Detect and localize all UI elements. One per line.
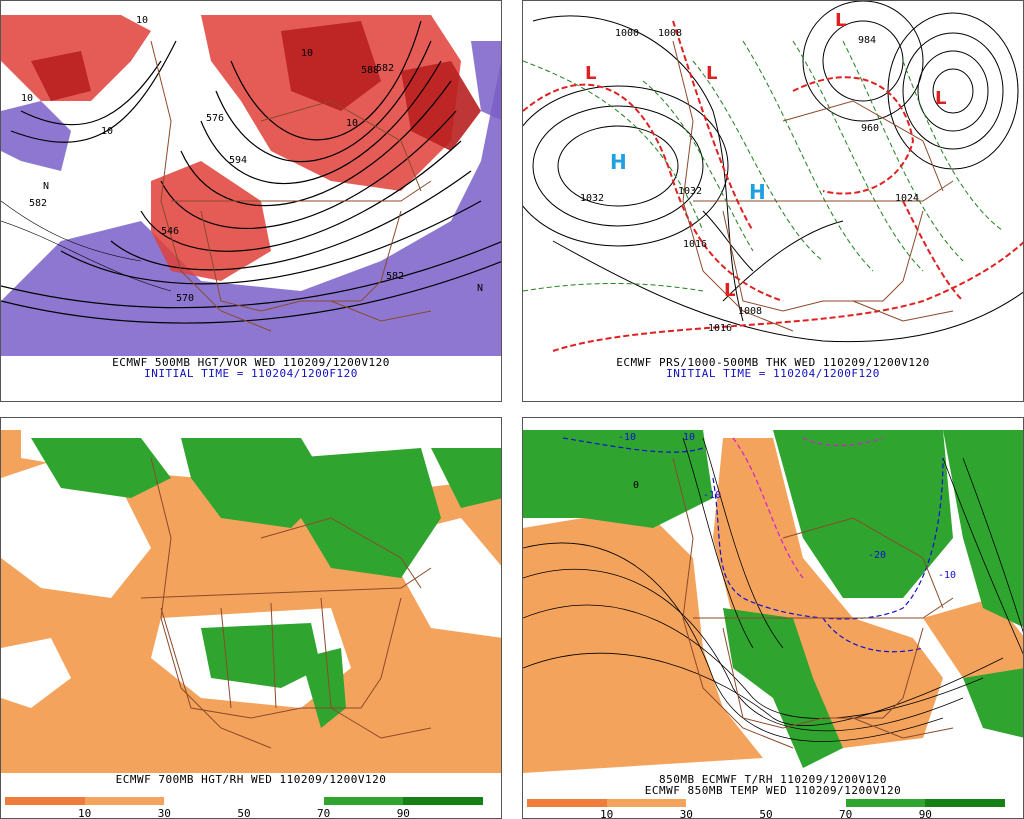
panel-500mb-hgt-vor: ECMWF 500MB HGT/VOR WED 110209/1200V120 … (0, 0, 502, 402)
caption-initial-time: INITIAL TIME = 110204/1200F120 (144, 367, 358, 380)
caption-subtitle: ECMWF 850MB TEMP WED 110209/1200V120 (644, 784, 902, 797)
map-surface-pressure-thickness: H H L L L L L 1032 1032 1016 1008 1016 1… (523, 1, 1023, 356)
colorbar-tick: 30 (157, 807, 171, 819)
isobar-label: 984 (858, 35, 876, 46)
temp-label: -10 (618, 432, 636, 443)
colorbar-ticks: 10 30 50 70 90 (5, 807, 483, 819)
isobar-label: 1032 (678, 186, 702, 197)
panel-700mb-hgt-rh: ECMWF 700MB HGT/RH WED 110209/1200V120 1… (0, 417, 502, 819)
panel-prs-thk: H H L L L L L 1032 1032 1016 1008 1016 1… (522, 0, 1024, 402)
low-pressure-marker: L (935, 88, 946, 109)
colorbar-tick: 90 (918, 808, 932, 819)
rh-colorbar (5, 797, 484, 805)
map-500mb-vorticity (1, 13, 501, 356)
colorbar-tick: 50 (759, 808, 773, 819)
caption-title: ECMWF 700MB HGT/RH WED 110209/1200V120 (115, 773, 387, 786)
isobar-label: 1000 (615, 28, 639, 39)
low-pressure-marker: L (706, 63, 717, 84)
colorbar-tick: 10 (600, 808, 614, 819)
temp-label: -10 (938, 570, 956, 581)
isobar-label: 1032 (580, 193, 604, 204)
caption-title: ECMWF 500MB HGT/VOR WED 110209/1200V120 (112, 356, 390, 369)
colorbar-tick: 10 (78, 807, 92, 819)
high-pressure-marker: H (610, 150, 627, 174)
colorbar-tick: 50 (237, 807, 251, 819)
high-pressure-marker: H (749, 180, 766, 204)
panel-850mb-t-rh: -10 -10 -10 -20 10 0 850MB ECMWF T/RH 11… (522, 417, 1024, 819)
temp-label: 10 (683, 432, 695, 443)
isobar-label: 1016 (708, 323, 732, 334)
colorbar-tick: 70 (839, 808, 853, 819)
caption-initial-time: INITIAL TIME = 110204/1200F120 (666, 367, 880, 380)
isobar-label: 1008 (738, 306, 762, 317)
isobar-label: 960 (861, 123, 879, 134)
caption-title: ECMWF PRS/1000-500MB THK WED 110209/1200… (616, 356, 930, 369)
map-850mb-temperature-rh: -10 -10 -10 -20 10 0 (523, 430, 1023, 773)
caption-title: 850MB ECMWF T/RH 110209/1200V120 (659, 773, 887, 786)
temp-label: -20 (868, 550, 886, 561)
colorbar-ticks: 10 30 50 70 90 (527, 808, 1005, 819)
colorbar-tick: 70 (317, 807, 331, 819)
temp-label: -10 (703, 490, 721, 501)
rh-colorbar (527, 799, 1006, 807)
temp-label: 0 (633, 480, 639, 491)
low-pressure-marker: L (835, 10, 846, 31)
colorbar-tick: 90 (396, 807, 410, 819)
map-700mb-relative-humidity (1, 430, 501, 773)
low-pressure-marker: L (724, 280, 735, 301)
isobar-label: 1008 (658, 28, 682, 39)
low-pressure-marker: L (585, 63, 596, 84)
colorbar-tick: 30 (679, 808, 693, 819)
isobar-label: 1016 (683, 239, 707, 250)
isobar-label: 1024 (895, 193, 919, 204)
